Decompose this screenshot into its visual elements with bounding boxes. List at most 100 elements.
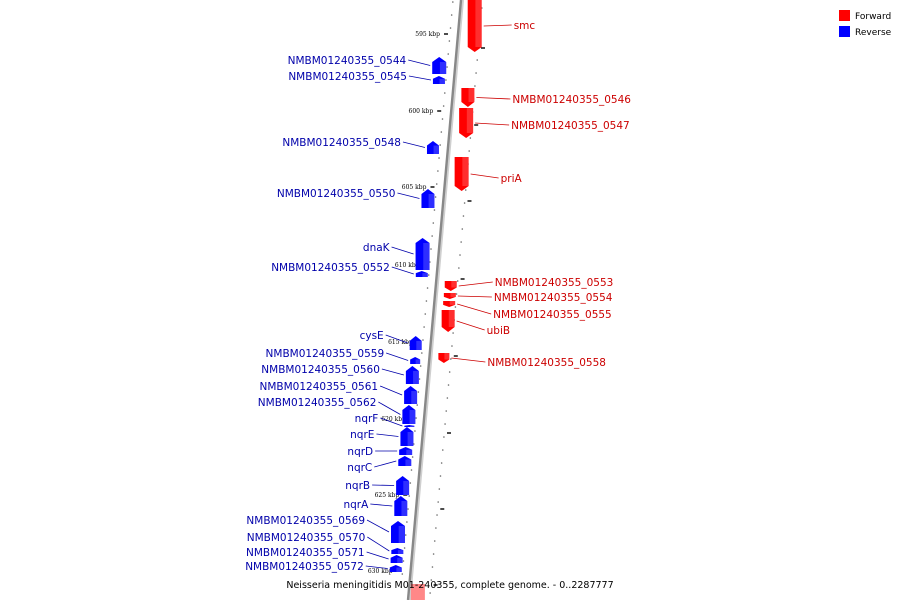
forward-gene-label: NMBM01240355_0546 [512, 94, 631, 106]
guide-dot [407, 508, 409, 510]
guide-dot [439, 144, 441, 146]
gene-forward-NMBM01240355_0553 [444, 281, 457, 291]
guide-dot [474, 85, 476, 87]
reverse-leader-line [402, 141, 426, 148]
gene-highlight [423, 243, 430, 270]
gene-reverse-NMBM01240355_0562 [402, 405, 416, 424]
guide-dot [462, 215, 465, 217]
forward-gene-label: NMBM01240355_0555 [493, 309, 612, 321]
reverse-gene-label: NMBM01240355_0560 [261, 364, 380, 376]
forward-leader-line [475, 122, 510, 126]
guide-dot [417, 391, 420, 393]
gene-reverse-dnaK [415, 238, 430, 270]
reverse-leader-line [379, 385, 403, 396]
guide-dot [458, 267, 460, 269]
gene-reverse-NMBM01240355_0544 [432, 57, 447, 74]
guide-dot [443, 436, 445, 438]
gene-forward-NMBM01240355_0546 [461, 88, 475, 107]
gene-highlight [450, 293, 456, 297]
guide-dot [463, 202, 466, 204]
gene-highlight [398, 526, 406, 543]
guide-dot [445, 410, 448, 412]
gene-highlight [468, 88, 475, 102]
reverse-gene-label: nqrB [345, 480, 370, 492]
guide-dot [437, 170, 439, 172]
gene-highlight [433, 145, 439, 154]
tick-label: 595 kbp [415, 31, 440, 38]
gene-reverse-nqrD [399, 447, 413, 455]
gene-highlight [397, 557, 403, 563]
guide-dot [434, 196, 437, 198]
forward-leader-line [470, 173, 499, 179]
gene-forward-NMBM01240355_0547 [459, 108, 474, 138]
genome-backbone [406, 0, 464, 600]
guide-dot [469, 137, 472, 139]
reverse-gene-label: NMBM01240355_0561 [260, 381, 379, 393]
reverse-gene-label: NMBM01240355_0569 [246, 515, 365, 527]
guide-dot [439, 475, 442, 477]
reverse-gene-label: dnaK [363, 242, 391, 254]
gene-highlight [462, 157, 469, 186]
guide-dot [431, 566, 434, 568]
gene-highlight [439, 62, 447, 74]
guide-dot [400, 586, 402, 588]
reverse-leader-line [374, 460, 397, 468]
legend-reverse-swatch [839, 26, 850, 37]
guide-dot [429, 592, 431, 594]
gene-highlight [396, 567, 402, 572]
guide-dot [426, 287, 429, 289]
reverse-gene-label: nqrF [355, 413, 379, 425]
gene-forward-smc [467, 0, 482, 52]
guide-dot [442, 105, 445, 107]
forward-gene-label: ubiB [487, 325, 510, 337]
gene-reverse-nqrF [404, 425, 415, 427]
gene-highlight [416, 340, 422, 350]
guide-dot [476, 59, 479, 61]
guide-dot [423, 326, 425, 328]
guide-dot [435, 527, 437, 529]
forward-gene-label: smc [514, 20, 536, 32]
guide-dot [416, 404, 419, 406]
guide-dot [450, 358, 452, 360]
reverse-leader-line [365, 565, 388, 569]
reverse-gene-label: nqrA [343, 499, 369, 511]
reverse-gene-label: NMBM01240355_0571 [246, 547, 365, 559]
gene-reverse-NMBM01240355_0572 [389, 565, 402, 572]
gene-highlight [407, 432, 414, 446]
guide-dot [440, 462, 443, 464]
reverse-leader-line [391, 246, 414, 255]
guide-dot [446, 66, 448, 68]
guide-dot [437, 501, 439, 503]
guide-dot [411, 456, 414, 458]
reverse-leader-line [376, 433, 399, 437]
reverse-leader-line [385, 334, 408, 344]
guide-dot [430, 248, 432, 250]
forward-gene-label: NMBM01240355_0558 [487, 357, 606, 369]
reverse-leader-line [366, 519, 390, 533]
guide-dot [408, 495, 410, 497]
gene-highlight [448, 310, 455, 327]
gene-reverse-nqrA [394, 496, 408, 516]
guide-dot [461, 228, 464, 230]
gene-reverse-NMBM01240355_0560 [405, 366, 419, 384]
legend-forward-swatch [839, 10, 850, 21]
backbone-line [406, 0, 463, 600]
gene-reverse-NMBM01240355_0571 [390, 555, 403, 563]
reverse-gene-label: nqrD [347, 446, 373, 458]
reverse-gene-label: NMBM01240355_0559 [266, 348, 385, 360]
guide-dot [432, 553, 435, 555]
reverse-gene-label: NMBM01240355_0548 [282, 137, 401, 149]
gene-forward-NMBM01240355_0555 [443, 301, 456, 307]
legend-forward-label: Forward [855, 12, 891, 22]
guide-dot [438, 488, 441, 490]
tick-label: 625 kbp [375, 492, 400, 499]
guide-dot [451, 345, 453, 347]
reverse-gene-label: NMBM01240355_0572 [245, 561, 364, 573]
guide-dot [438, 157, 440, 159]
gene-reverse-nqrE [400, 427, 414, 446]
guide-dot [430, 579, 433, 581]
guide-dot [441, 118, 444, 120]
backbone-shadow [408, 0, 464, 600]
reverse-leader-line [372, 484, 395, 486]
